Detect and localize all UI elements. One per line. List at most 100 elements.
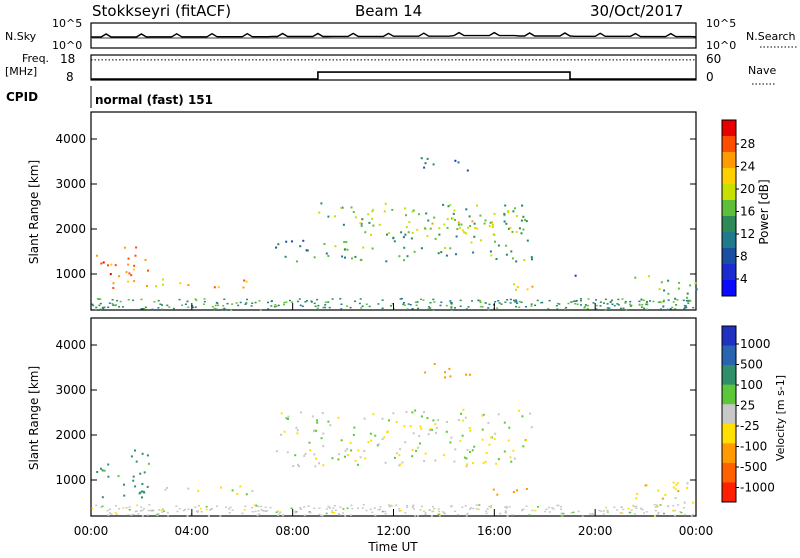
data-cell (478, 504, 481, 506)
data-cell (428, 509, 431, 511)
data-cell (452, 212, 455, 215)
data-cell (99, 298, 102, 300)
data-cell (138, 492, 141, 495)
data-cell (371, 247, 374, 250)
data-cell (383, 436, 386, 439)
data-cell (163, 510, 166, 512)
data-cell (187, 508, 190, 510)
data-cell (269, 506, 272, 509)
data-cell (378, 223, 381, 226)
data-cell (574, 274, 577, 277)
data-cell (457, 514, 460, 516)
data-cell (683, 304, 686, 307)
data-cell (417, 446, 420, 449)
data-cell (306, 249, 309, 252)
data-cell (427, 219, 430, 222)
data-cell (203, 300, 206, 303)
data-cell (658, 288, 661, 291)
data-cell (689, 299, 692, 302)
data-cell (641, 508, 644, 511)
data-cell (489, 221, 492, 224)
data-cell (556, 308, 559, 310)
data-cell (202, 303, 205, 305)
data-cell (440, 251, 443, 254)
data-cell (415, 449, 418, 452)
data-cell (545, 508, 548, 510)
data-cell (374, 514, 377, 517)
data-cell (460, 223, 463, 226)
data-cell (564, 308, 567, 310)
data-cell (400, 231, 403, 234)
data-cell (424, 513, 427, 516)
data-cell (635, 505, 638, 508)
data-cell (393, 456, 396, 459)
data-cell (209, 509, 212, 511)
data-cell (504, 204, 507, 207)
data-cell (664, 493, 667, 496)
data-cell (298, 298, 301, 300)
data-cell (337, 458, 340, 461)
data-cell (449, 505, 452, 508)
power-colorbar-label: Power [dB] (757, 179, 771, 244)
data-cell (672, 509, 675, 512)
data-cell (490, 505, 493, 507)
power-colorbar-frame (721, 119, 737, 297)
data-cell (407, 231, 410, 234)
data-cell (632, 504, 635, 507)
data-cell (500, 303, 503, 305)
data-cell (425, 212, 428, 215)
data-cell (522, 445, 525, 448)
data-cell (522, 215, 525, 218)
data-cell (471, 300, 473, 302)
data-cell (411, 506, 414, 508)
data-cell (604, 308, 607, 311)
data-cell (644, 484, 647, 487)
data-cell (186, 300, 189, 302)
data-cell (383, 210, 386, 213)
data-cell (146, 454, 149, 457)
data-cell (241, 512, 244, 515)
data-cell (636, 492, 639, 495)
data-cell (479, 301, 482, 303)
data-cell (515, 299, 518, 301)
data-cell (381, 438, 384, 440)
data-cell (516, 286, 519, 288)
data-cell (515, 300, 518, 303)
data-cell (101, 505, 104, 507)
data-cell (629, 305, 632, 307)
data-cell (316, 419, 318, 422)
data-cell (482, 462, 485, 465)
data-cell (622, 508, 625, 511)
data-cell (411, 210, 414, 213)
data-cell (457, 161, 460, 164)
data-cell (531, 258, 533, 261)
data-cell (505, 244, 508, 247)
data-cell (303, 506, 306, 508)
data-cell (362, 504, 365, 506)
data-cell (695, 288, 698, 291)
data-cell (168, 306, 171, 308)
data-cell (609, 301, 612, 303)
data-cell (178, 508, 181, 510)
data-cell (437, 513, 440, 516)
data-cell (388, 505, 391, 508)
data-cell (419, 442, 421, 445)
data-cell (454, 448, 457, 451)
data-cell (340, 303, 343, 305)
data-cell (435, 427, 438, 429)
data-cell (230, 309, 233, 311)
x-tick-label: 04:00 (175, 524, 210, 538)
data-cell (148, 503, 151, 506)
data-cell (548, 299, 551, 302)
data-cell (147, 462, 150, 465)
data-cell (373, 507, 376, 509)
data-cell (117, 475, 120, 478)
freq-series (91, 59, 696, 80)
data-cell (484, 219, 487, 222)
data-cell (246, 298, 248, 301)
data-cell (161, 511, 164, 513)
data-cell (277, 510, 280, 512)
data-cell (513, 299, 515, 302)
data-cell (504, 301, 507, 303)
data-cell (512, 449, 515, 452)
